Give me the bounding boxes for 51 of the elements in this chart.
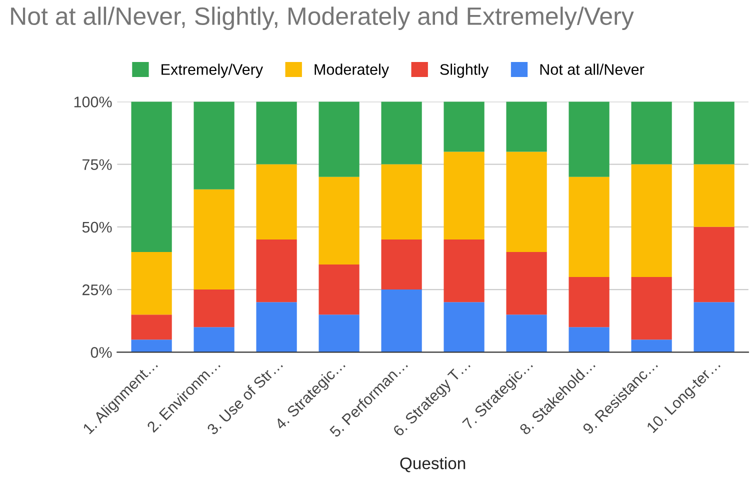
bar: [444, 152, 484, 240]
y-tick-label: 25%: [82, 284, 112, 296]
bar: [131, 252, 172, 315]
bar: [381, 102, 422, 164]
bar: [131, 102, 172, 252]
legend-label: Extremely/Very: [162, 64, 264, 78]
bar: [194, 327, 234, 352]
bar: [568, 277, 610, 328]
legend-label: Moderately: [314, 64, 390, 78]
y-tick-label: 100%: [74, 96, 112, 108]
bar: [256, 302, 297, 352]
bar: [381, 239, 422, 290]
y-tick-label: 75%: [82, 159, 112, 170]
legend-label: Slightly: [440, 64, 489, 78]
bar: [256, 164, 297, 240]
bar: [506, 252, 547, 315]
bar: [381, 290, 422, 352]
bar: [444, 239, 484, 302]
bar: [694, 302, 734, 352]
chart-title: Not at all/Never, Slightly, Moderately and Extremely/Very: [11, 6, 634, 30]
bar: [194, 290, 234, 328]
bar: [256, 102, 297, 164]
bar: [631, 340, 672, 352]
bar: [694, 226, 734, 302]
bar: [506, 152, 547, 252]
x-axis-title: Question: [400, 457, 466, 472]
bar: [694, 164, 734, 227]
y-tick-label: 0%: [90, 347, 112, 358]
y-tick-label: 50%: [82, 222, 112, 233]
bar: [631, 277, 672, 340]
bar: [131, 340, 172, 352]
bar: [568, 327, 610, 352]
bar: [694, 102, 734, 164]
bar: [131, 314, 172, 340]
bar: [568, 102, 610, 177]
bar: [444, 102, 484, 152]
bar: [631, 164, 672, 278]
bar: [194, 189, 234, 290]
legend-label: Not at all/Never: [540, 64, 644, 75]
bar: [381, 164, 422, 240]
bar: [568, 176, 610, 278]
bar: [318, 176, 360, 264]
bar: [318, 264, 360, 315]
bar: [631, 102, 672, 164]
bar: [444, 302, 484, 352]
bar: [506, 314, 547, 352]
bar: [194, 102, 234, 190]
bar: [318, 314, 360, 352]
bar: [506, 102, 547, 152]
bar: [256, 239, 297, 302]
bar: [318, 102, 360, 177]
